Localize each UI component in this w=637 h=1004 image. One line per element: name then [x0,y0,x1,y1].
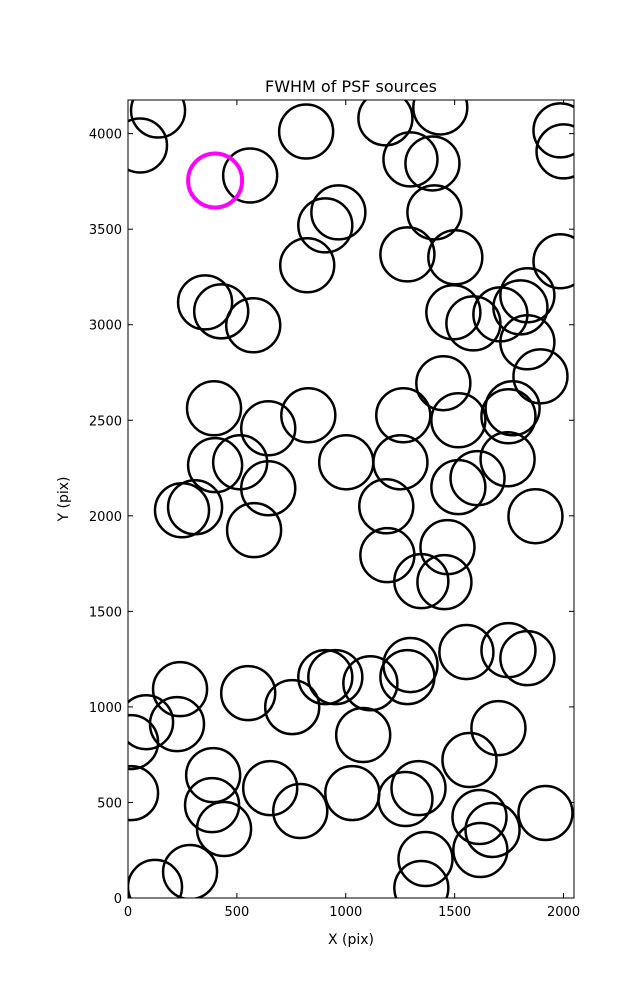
source-circle [441,731,498,789]
source-circle [161,843,219,898]
source-circle [393,859,450,898]
source-circle [241,759,299,817]
x-tick-label: 500 [224,905,249,920]
source-circle [452,821,509,879]
source-circle [128,858,184,898]
source-circle [393,552,450,610]
y-tick-label: 1500 [89,605,122,620]
source-circle [129,100,187,139]
source-circle [425,284,482,341]
source-circle [379,226,436,283]
y-tick-label: 2000 [89,510,122,525]
source-circle [377,770,434,828]
source-circle [239,400,297,457]
source-circle [397,830,454,888]
source-circle [449,449,506,507]
plot-frame [127,99,575,899]
y-tick-label: 3500 [89,223,122,238]
source-circle [277,103,335,160]
y-tick-label: 3000 [89,319,122,334]
y-tick-label: 1000 [89,701,122,716]
source-circle [128,117,169,174]
source-circle [415,354,472,412]
source-circle [128,764,160,822]
source-circle [219,664,277,722]
x-tick-label: 2000 [547,905,580,920]
source-circle [186,436,244,494]
source-circle [535,123,574,180]
source-circle [185,379,243,437]
source-circle [357,100,414,147]
source-circle [225,501,283,559]
source-circle [278,237,336,294]
x-tick-label: 0 [124,905,132,920]
source-circle [166,478,224,536]
source-circle [445,295,502,352]
y-tick-label: 0 [114,892,122,907]
source-circle [499,267,556,324]
source-circle [499,314,556,371]
source-circle [451,788,508,846]
source-circle [470,699,527,757]
source-circle [532,233,574,290]
source-circle [412,100,469,136]
source-circle [390,759,447,817]
source-circle [297,648,354,706]
y-tick-label: 2500 [89,414,122,429]
source-circle [151,660,209,718]
source-circle [430,392,487,449]
source-circle [176,274,234,331]
y-tick-label: 4000 [89,128,122,143]
source-circle [239,460,297,517]
source-circle [272,782,329,840]
y-tick-label: 500 [97,796,122,811]
source-circle [479,430,536,488]
source-circle [358,478,415,535]
source-circle [184,746,242,804]
source-circle [310,184,367,241]
source-circle [379,648,436,706]
source-circle [512,348,569,405]
x-tick-label: 1000 [329,905,362,920]
source-circle [517,784,574,842]
source-circle [224,297,282,354]
source-circle [532,102,574,159]
source-circle [342,654,399,712]
source-circle [297,197,354,254]
source-circle [195,800,253,858]
source-circle [484,379,541,437]
source-circle [404,135,461,192]
source-circle [128,693,175,751]
source-circle [464,801,521,859]
source-circle [186,151,245,210]
source-circle [416,553,473,611]
source-circle [334,706,392,764]
source-circle [375,387,432,444]
source-circle [438,623,495,681]
source-circle [372,434,429,491]
chart-title: FWHM of PSF sources [265,77,437,96]
source-circle [492,279,549,336]
x-axis-label: X (pix) [328,932,374,948]
source-circle [480,388,537,445]
source-circle [507,487,564,545]
axes: 0 500 1000 1500 2000 0 500 1000 1500 2000 2500 3000… [89,100,580,920]
source-circle [128,713,160,771]
y-axis-label: Y (pix) [56,477,72,523]
source-circle [499,629,556,687]
source-circle [280,387,337,444]
source-circle [307,648,364,706]
source-circle [382,131,439,188]
plot-marks [128,100,574,898]
x-tick-label: 1500 [438,905,471,920]
source-circle [263,678,321,736]
source-circle [192,283,250,340]
source-circle [221,147,279,204]
